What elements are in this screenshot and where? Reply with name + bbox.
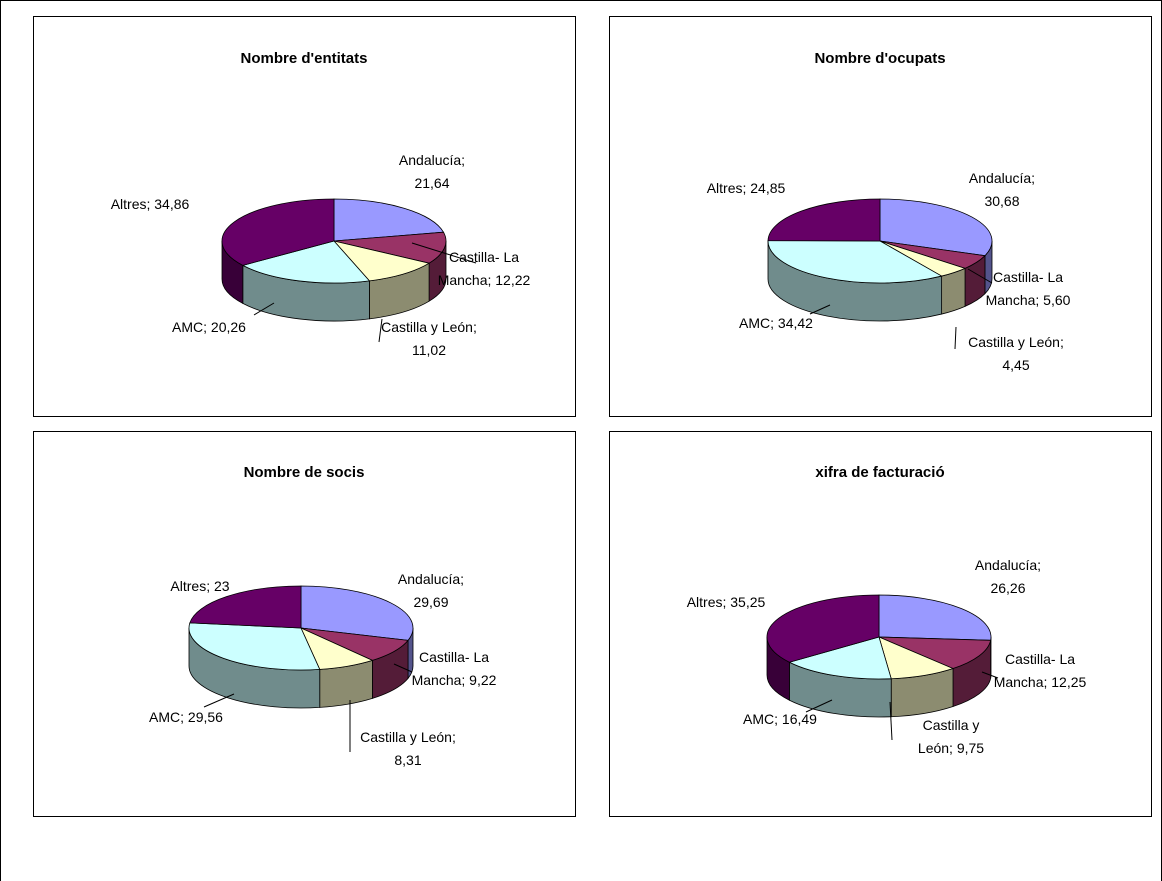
data-label-line: AMC; 34,42 xyxy=(739,315,813,331)
data-label-altres: Altres; 34,86 xyxy=(111,196,190,212)
pie-tops xyxy=(222,199,446,283)
data-label-line: AMC; 16,49 xyxy=(743,711,817,727)
leader-line-castilla-y-leon xyxy=(955,327,956,349)
leader-line-amc xyxy=(204,694,234,707)
data-label-line: 29,69 xyxy=(413,594,448,610)
data-label-line: León; 9,75 xyxy=(918,740,984,756)
data-label-line: Castilla- La xyxy=(993,269,1063,285)
data-label-line: AMC; 29,56 xyxy=(149,709,223,725)
data-label-castilla-la-mancha: Castilla- La Mancha; 5,60 xyxy=(986,269,1071,308)
data-label-line: Andalucía; xyxy=(398,571,464,587)
data-label-line: 30,68 xyxy=(984,193,1019,209)
data-label-line: Mancha; 12,25 xyxy=(994,674,1087,690)
pie-tops xyxy=(768,199,992,283)
data-label-line: Andalucía; xyxy=(399,152,465,168)
data-label-line: 8,31 xyxy=(394,752,421,768)
data-label-line: 26,26 xyxy=(990,580,1025,596)
data-label-line: 11,02 xyxy=(412,342,446,358)
data-label-amc: AMC; 16,49 xyxy=(743,711,817,727)
data-label-line: Castilla- La xyxy=(449,249,519,265)
pie-slice-andalucia xyxy=(879,595,991,640)
pie-tops xyxy=(767,595,991,679)
data-label-amc: AMC; 20,26 xyxy=(172,319,246,335)
pie-chart-socis: Nombre de socis Andalucía; 29,69 Castilla-… xyxy=(34,432,575,816)
data-label-castilla-la-mancha: Castilla- La Mancha; 12,25 xyxy=(994,651,1087,690)
data-label-altres: Altres; 23 xyxy=(170,578,229,594)
data-label-line: Altres; 35,25 xyxy=(687,594,766,610)
data-label-line: Altres; 34,86 xyxy=(111,196,190,212)
data-label-line: Castilla y León; xyxy=(360,729,456,745)
chart-panel-facturacio: xifra de facturació Andalucía; 26,26 Casti… xyxy=(609,431,1152,817)
data-label-line: Castilla- La xyxy=(419,649,489,665)
data-label-andalucia: Andalucía; 26,26 xyxy=(975,557,1041,596)
data-label-andalucia: Andalucía; 21,64 xyxy=(399,152,465,191)
pie-chart-ocupats: Nombre d'ocupats Andalucía; 30,68 Castilla… xyxy=(610,17,1151,416)
data-label-andalucia: Andalucía; 30,68 xyxy=(969,170,1035,209)
chart-panel-ocupats: Nombre d'ocupats Andalucía; 30,68 Castilla… xyxy=(609,16,1152,417)
pie-chart-facturacio: xifra de facturació Andalucía; 26,26 Casti… xyxy=(610,432,1151,816)
chart-title: Nombre de socis xyxy=(244,464,365,481)
data-label-castilla-y-leon: Castilla y León; 11,02 xyxy=(381,319,477,358)
data-label-altres: Altres; 35,25 xyxy=(687,594,766,610)
data-label-castilla-la-mancha: Castilla- La Mancha; 12,22 xyxy=(438,249,531,288)
data-label-line: 4,45 xyxy=(1002,357,1029,373)
pie-tops xyxy=(189,586,413,670)
chart-title: xifra de facturació xyxy=(815,464,944,481)
data-label-amc: AMC; 34,42 xyxy=(739,315,813,331)
data-label-line: Castilla y León; xyxy=(968,334,1064,350)
data-label-line: Castilla- La xyxy=(1005,651,1075,667)
data-label-line: Mancha; 5,60 xyxy=(986,292,1071,308)
data-label-andalucia: Andalucía; 29,69 xyxy=(398,571,464,610)
chart-title: Nombre d'ocupats xyxy=(814,50,945,67)
chart-panel-socis: Nombre de socis Andalucía; 29,69 Castilla-… xyxy=(33,431,576,817)
data-label-line: Castilla y León; xyxy=(381,319,477,335)
data-label-line: Altres; 23 xyxy=(170,578,229,594)
data-label-line: Andalucía; xyxy=(969,170,1035,186)
data-label-amc: AMC; 29,56 xyxy=(149,709,223,725)
data-label-line: 21,64 xyxy=(414,175,449,191)
data-label-altres: Altres; 24,85 xyxy=(707,180,786,196)
chart-panel-entitats: Nombre d'entitats Andalucía; 21,64 Castill… xyxy=(33,16,576,417)
data-label-castilla-y-leon: Castilla y León; 4,45 xyxy=(968,334,1064,373)
data-label-line: Mancha; 9,22 xyxy=(412,672,497,688)
data-label-line: Andalucía; xyxy=(975,557,1041,573)
data-label-castilla-y-leon: Castilla y León; 9,75 xyxy=(918,717,984,756)
data-label-castilla-y-leon: Castilla y León; 8,31 xyxy=(360,729,456,768)
data-label-castilla-la-mancha: Castilla- La Mancha; 9,22 xyxy=(412,649,497,688)
data-label-line: Altres; 24,85 xyxy=(707,180,786,196)
pie-slice-altres xyxy=(768,199,880,241)
data-label-line: Castilla y xyxy=(923,717,980,733)
pie-chart-entitats: Nombre d'entitats Andalucía; 21,64 Castill… xyxy=(34,17,575,416)
data-label-line: Mancha; 12,22 xyxy=(438,272,531,288)
chart-title: Nombre d'entitats xyxy=(241,50,368,67)
data-label-line: AMC; 20,26 xyxy=(172,319,246,335)
